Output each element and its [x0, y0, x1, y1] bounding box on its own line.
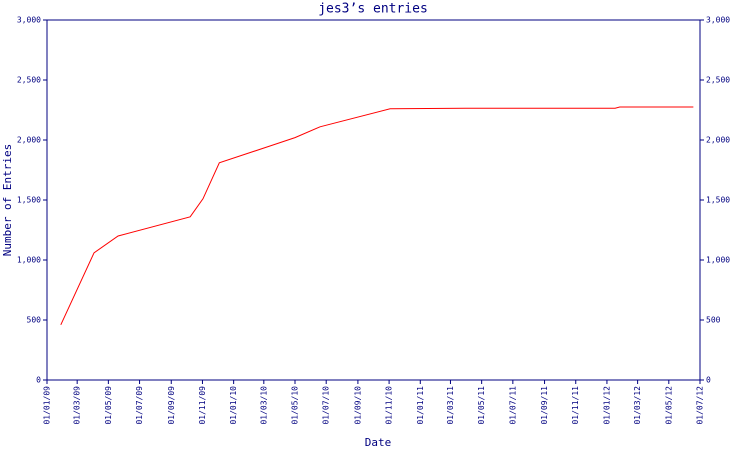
- x-tick-label: 01/11/10: [385, 386, 394, 425]
- x-tick-label: 01/03/12: [633, 386, 642, 425]
- y2-tick-label: 0: [706, 376, 711, 385]
- x-tick-label: 01/09/11: [540, 386, 549, 425]
- x-tick-label: 01/03/11: [446, 386, 455, 425]
- y2-tick-label: 2,500: [706, 76, 730, 85]
- y-tick-label: 2,000: [17, 136, 41, 145]
- chart-title: jes3’s entries: [318, 2, 428, 17]
- y-tick-label: 3,000: [17, 16, 41, 25]
- x-tick-label: 01/07/11: [508, 386, 517, 425]
- y-tick-label: 1,000: [17, 256, 41, 265]
- x-tick-label: 01/05/09: [104, 386, 113, 425]
- x-tick-label: 01/05/12: [664, 386, 673, 425]
- y2-tick-label: 500: [706, 316, 721, 325]
- plot-frame: [46, 19, 701, 381]
- y-axis-title: Number of Entries: [1, 144, 14, 257]
- x-tick-label: 01/09/10: [353, 386, 362, 425]
- x-tick-label: 01/01/09: [43, 386, 52, 425]
- x-tick-label: 01/01/10: [229, 386, 238, 425]
- y-tick-label: 500: [27, 316, 42, 325]
- y2-tick-label: 1,500: [706, 196, 730, 205]
- x-tick-label: 01/05/10: [291, 386, 300, 425]
- data-line: [60, 106, 694, 326]
- y2-tick-label: 3,000: [706, 16, 730, 25]
- y2-tick-label: 2,000: [706, 136, 730, 145]
- x-tick-label: 01/05/11: [477, 386, 486, 425]
- x-tick-label: 01/07/10: [322, 386, 331, 425]
- x-tick-label: 01/01/12: [602, 386, 611, 425]
- x-tick-label: 01/01/11: [416, 386, 425, 425]
- y-tick-label: 1,500: [17, 196, 41, 205]
- x-tick-label: 01/09/09: [167, 386, 176, 425]
- x-tick-label: 01/11/09: [198, 386, 207, 425]
- x-axis-title: Date: [365, 436, 392, 449]
- y2-tick-label: 1,000: [706, 256, 730, 265]
- x-tick-label: 01/03/10: [259, 386, 268, 425]
- y-tick-label: 0: [36, 376, 41, 385]
- x-tick-label: 01/07/09: [135, 386, 144, 425]
- y-tick-label: 2,500: [17, 76, 41, 85]
- x-tick-label: 01/03/09: [73, 386, 82, 425]
- x-tick-label: 01/11/11: [571, 386, 580, 425]
- x-tick-label: 01/07/12: [696, 386, 705, 425]
